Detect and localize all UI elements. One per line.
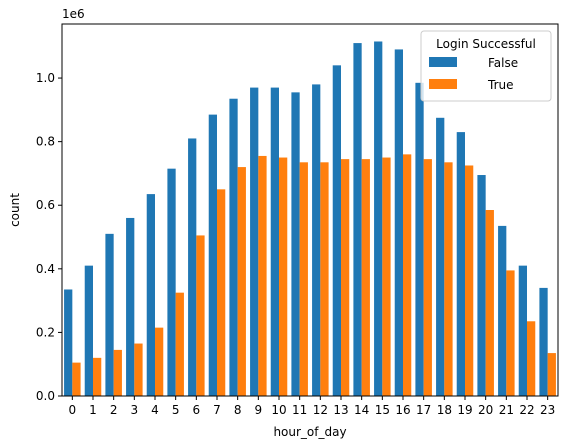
x-tick-label: 20 [478,403,493,417]
bar-true-11 [299,162,308,396]
plot-frame [61,23,559,397]
x-tick-label: 22 [519,403,534,417]
bar-false-15 [374,41,383,396]
bar-true-10 [279,157,288,396]
x-tick-label: 0 [69,403,77,417]
x-tick-label: 19 [457,403,472,417]
bar-false-8 [229,98,238,396]
x-tick-label: 6 [193,403,201,417]
bar-true-4 [155,327,164,396]
bar-false-16 [394,49,403,396]
bar-false-7 [208,114,217,396]
bar-false-5 [167,168,176,396]
bar-true-8 [237,167,246,396]
bar-true-7 [217,189,226,396]
x-tick-label: 11 [292,403,307,417]
y-tick-label: 1.0 [36,71,55,85]
bar-false-0 [64,289,73,396]
x-tick-label: 13 [333,403,348,417]
bar-false-3 [126,217,135,396]
bar-false-10 [270,87,279,396]
x-tick-label: 8 [234,403,242,417]
bar-true-23 [547,353,556,396]
bar-false-2 [105,233,114,396]
legend-items: False True [429,56,518,92]
bars-group [64,41,556,397]
y-axis: 0.0 0.2 0.4 0.6 0.8 1.0 [36,71,62,403]
bar-true-2 [113,349,122,396]
x-tick-label: 23 [540,403,555,417]
bar-false-11 [291,92,300,396]
bar-false-17 [415,82,424,397]
bar-false-13 [332,65,341,396]
x-axis: 0 1 2 3 4 5 6 7 8 9 10 11 12 13 14 15 16 17 18 19 20 21 22 23 [69,396,555,417]
legend-title: Login Successful [436,37,536,51]
x-tick-label: 5 [172,403,180,417]
x-tick-label: 18 [437,403,452,417]
x-tick-label: 1 [89,403,97,417]
y-axis-label: count [8,193,22,227]
y-tick-label: 0.0 [36,389,55,403]
bar-true-3 [134,343,143,396]
legend-swatch-false [429,57,457,67]
x-axis-label: hour_of_day [273,425,346,439]
bar-false-21 [498,225,507,396]
bar-true-6 [196,235,205,396]
y-tick-label: 0.4 [36,262,55,276]
legend: Login Successful False True [420,30,552,102]
bar-true-14 [361,159,370,396]
x-tick-label: 2 [110,403,118,417]
bar-false-1 [84,265,93,396]
bar-false-12 [312,84,321,397]
bar-true-0 [72,362,81,396]
bar-false-6 [188,138,197,396]
bar-true-18 [444,162,453,396]
x-tick-label: 15 [375,403,390,417]
bar-false-14 [353,43,362,396]
bar-true-19 [465,165,474,396]
legend-swatch-true [429,79,457,89]
bar-false-23 [539,287,548,396]
x-tick-label: 16 [395,403,410,417]
bar-true-1 [93,357,102,396]
y-tick-label: 0.6 [36,198,55,212]
bar-true-22 [527,321,536,396]
y-tick-label: 0.8 [36,135,55,149]
x-tick-label: 14 [354,403,369,417]
bar-false-18 [436,117,445,397]
legend-label-true: True [487,78,514,92]
bar-false-20 [477,175,486,396]
bar-true-20 [485,210,494,396]
bar-true-16 [403,154,412,396]
bar-true-15 [382,157,391,396]
x-tick-label: 12 [313,403,328,417]
x-tick-label: 17 [416,403,431,417]
y-tick-label: 0.2 [36,325,55,339]
bar-false-9 [250,87,259,396]
x-tick-label: 10 [271,403,286,417]
legend-label-false: False [488,56,518,70]
bar-false-19 [456,132,465,396]
bar-true-21 [506,270,515,396]
bar-true-17 [423,159,432,396]
bar-false-4 [146,194,155,396]
bar-true-5 [175,292,184,396]
x-tick-label: 7 [213,403,221,417]
x-tick-label: 21 [499,403,514,417]
bar-false-22 [518,265,527,396]
x-tick-label: 4 [151,403,159,417]
x-tick-label: 9 [255,403,263,417]
y-axis-offset-label: 1e6 [62,7,85,21]
bar-true-9 [258,155,267,396]
x-tick-label: 3 [131,403,139,417]
bar-true-12 [320,162,329,396]
bar-true-13 [341,159,350,396]
